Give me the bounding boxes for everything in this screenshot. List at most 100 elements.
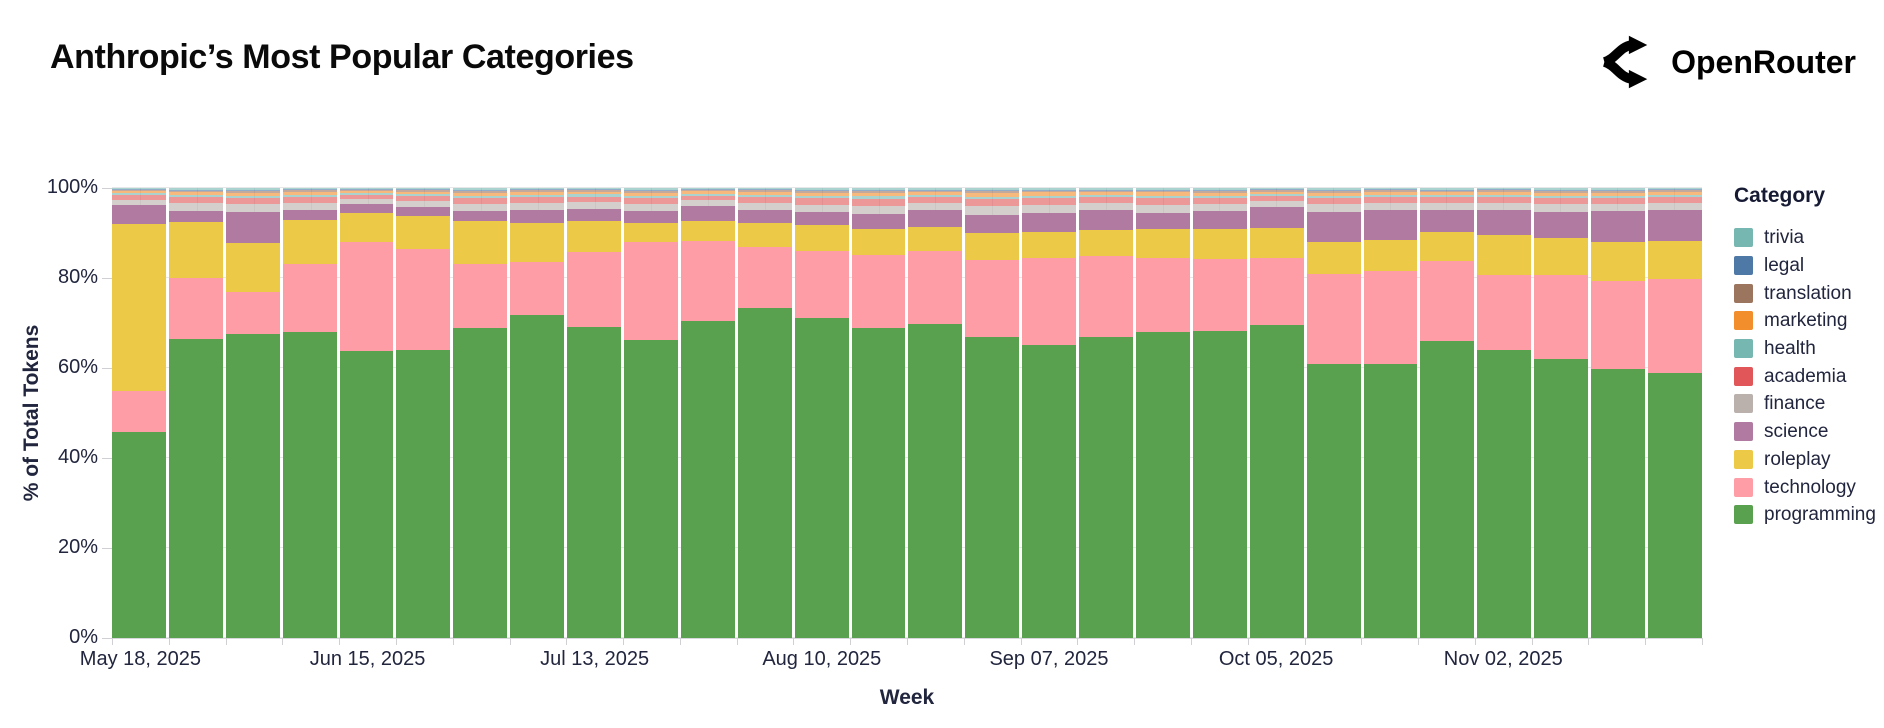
bar-segment-technology[interactable] [1249, 258, 1304, 325]
bar-segment-trivia[interactable] [339, 188, 394, 190]
bar-segment-trivia[interactable] [1079, 188, 1134, 190]
bar-segment-roleplay[interactable] [1192, 229, 1247, 260]
bar-segment-programming[interactable] [1363, 364, 1418, 638]
bar-segment-academia[interactable] [1306, 197, 1361, 205]
bar-segment-translation[interactable] [1591, 191, 1646, 193]
bar-segment-translation[interactable] [965, 191, 1020, 193]
bar-segment-technology[interactable] [453, 263, 508, 328]
bar-segment-translation[interactable] [1249, 190, 1304, 192]
bar-segment-marketing[interactable] [396, 191, 451, 195]
bar-segment-marketing[interactable] [908, 192, 963, 196]
bar-segment-programming[interactable] [851, 327, 906, 638]
bar-segment-academia[interactable] [567, 196, 622, 202]
bar-segment-science[interactable] [396, 206, 451, 216]
bar-segment-programming[interactable] [168, 339, 223, 638]
bar-segment-technology[interactable] [1591, 281, 1646, 370]
bar-segment-science[interactable] [624, 210, 678, 224]
bar-segment-translation[interactable] [1648, 190, 1702, 192]
bar-segment-technology[interactable] [225, 292, 280, 335]
bar-segment-translation[interactable] [1363, 190, 1418, 192]
bar-segment-trivia[interactable] [1306, 188, 1361, 191]
bar-segment-roleplay[interactable] [851, 229, 906, 256]
bar-segment-science[interactable] [1249, 207, 1304, 228]
legend-item-marketing[interactable]: marketing [1734, 307, 1884, 335]
bar-segment-programming[interactable] [1249, 324, 1304, 638]
bar-segment-academia[interactable] [453, 197, 508, 204]
bar-segment-roleplay[interactable] [453, 220, 508, 264]
bar-segment-translation[interactable] [680, 190, 735, 192]
bar-segment-science[interactable] [737, 210, 792, 223]
bar-segment-translation[interactable] [1022, 190, 1077, 193]
bar-segment-translation[interactable] [1079, 190, 1134, 193]
legend-item-programming[interactable]: programming [1734, 501, 1884, 529]
bar-segment-science[interactable] [1648, 210, 1702, 241]
bar-segment-marketing[interactable] [1022, 192, 1077, 196]
bar-segment-programming[interactable] [225, 334, 280, 638]
bar-segment-roleplay[interactable] [737, 222, 792, 248]
bar-segment-trivia[interactable] [168, 188, 223, 190]
bar-segment-translation[interactable] [1306, 191, 1361, 193]
bar-segment-science[interactable] [851, 213, 906, 230]
bar-segment-marketing[interactable] [851, 192, 906, 197]
bar-segment-science[interactable] [908, 209, 963, 227]
bar-segment-marketing[interactable] [225, 192, 280, 196]
bar-segment-health[interactable] [1477, 194, 1532, 197]
bar-segment-trivia[interactable] [567, 188, 622, 190]
bar-segment-trivia[interactable] [1648, 187, 1702, 190]
bar-segment-roleplay[interactable] [1249, 227, 1304, 259]
bar-segment-programming[interactable] [680, 320, 735, 638]
legend-item-trivia[interactable]: trivia [1734, 224, 1884, 252]
bar-segment-technology[interactable] [1022, 258, 1077, 345]
bar-segment-health[interactable] [1306, 195, 1361, 198]
bar-segment-technology[interactable] [1420, 261, 1475, 342]
bar-segment-programming[interactable] [1648, 372, 1702, 638]
bar-segment-finance[interactable] [1477, 202, 1532, 211]
bar-segment-science[interactable] [567, 208, 622, 221]
bar-segment-legal[interactable] [1648, 189, 1702, 191]
bar-segment-academia[interactable] [851, 198, 906, 206]
bar-segment-roleplay[interactable] [1648, 240, 1702, 279]
bar-segment-finance[interactable] [567, 201, 622, 209]
bar-segment-roleplay[interactable] [1477, 235, 1532, 275]
legend-item-science[interactable]: science [1734, 418, 1884, 446]
bar-segment-technology[interactable] [168, 277, 223, 340]
bar-segment-marketing[interactable] [567, 191, 622, 195]
legend-item-technology[interactable]: technology [1734, 473, 1884, 501]
bar-segment-legal[interactable] [1192, 190, 1247, 192]
bar-segment-science[interactable] [510, 210, 565, 223]
bar-segment-marketing[interactable] [1648, 191, 1702, 195]
bar-segment-legal[interactable] [396, 189, 451, 191]
bar-segment-technology[interactable] [1477, 274, 1532, 351]
bar-segment-trivia[interactable] [680, 188, 735, 190]
bar-segment-marketing[interactable] [339, 190, 394, 193]
bar-segment-marketing[interactable] [112, 191, 166, 194]
bar-segment-trivia[interactable] [1420, 188, 1475, 190]
legend-item-roleplay[interactable]: roleplay [1734, 446, 1884, 474]
bar-segment-science[interactable] [282, 210, 337, 220]
legend-item-legal[interactable]: legal [1734, 252, 1884, 280]
bar-segment-technology[interactable] [567, 252, 622, 327]
bar-segment-roleplay[interactable] [396, 215, 451, 249]
bar-segment-marketing[interactable] [737, 191, 792, 195]
bar-segment-trivia[interactable] [282, 188, 337, 190]
bar-segment-academia[interactable] [1363, 197, 1418, 203]
bar-segment-health[interactable] [1648, 194, 1702, 197]
bar-segment-translation[interactable] [908, 190, 963, 193]
bar-segment-trivia[interactable] [1249, 188, 1304, 190]
bar-segment-trivia[interactable] [510, 188, 565, 190]
bar-segment-technology[interactable] [1648, 278, 1702, 373]
bar-segment-academia[interactable] [1079, 197, 1134, 203]
bar-segment-science[interactable] [168, 210, 223, 222]
bar-segment-finance[interactable] [851, 205, 906, 214]
bar-segment-legal[interactable] [567, 189, 622, 191]
bar-segment-finance[interactable] [1648, 202, 1702, 211]
bar-segment-legal[interactable] [1022, 189, 1077, 191]
bar-segment-translation[interactable] [1420, 190, 1475, 193]
bar-segment-roleplay[interactable] [680, 220, 735, 241]
bar-segment-legal[interactable] [908, 189, 963, 191]
legend-item-finance[interactable]: finance [1734, 390, 1884, 418]
bar-segment-finance[interactable] [510, 202, 565, 211]
bar-segment-translation[interactable] [794, 191, 849, 193]
bar-segment-translation[interactable] [624, 191, 678, 193]
bar-segment-marketing[interactable] [1534, 192, 1589, 196]
